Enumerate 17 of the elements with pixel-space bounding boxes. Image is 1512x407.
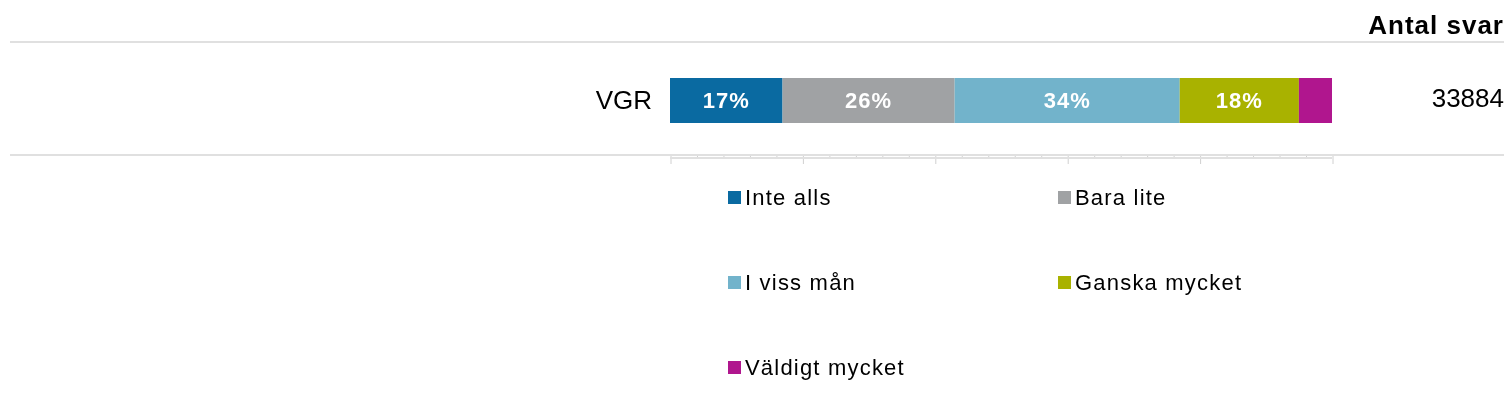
data-label: 18% xyxy=(1215,88,1263,113)
text: 33884 xyxy=(1431,83,1504,114)
data-label: 26% xyxy=(845,88,893,113)
legend-label: I viss mån xyxy=(745,269,857,296)
y-tick-label: VGR xyxy=(595,85,652,116)
data-label: 34% xyxy=(1043,88,1091,113)
legend-label: Väldigt mycket xyxy=(745,354,905,381)
legend-label: Bara lite xyxy=(1075,184,1167,211)
bar xyxy=(782,78,955,123)
legend-label: Ganska mycket xyxy=(1075,269,1243,296)
bar xyxy=(1179,78,1299,123)
bar xyxy=(954,78,1180,123)
bar xyxy=(670,78,783,123)
text: Antal svar xyxy=(1368,10,1504,41)
data-label: 17% xyxy=(702,88,750,113)
bar xyxy=(1298,78,1332,123)
legend-label: Inte alls xyxy=(745,184,832,211)
